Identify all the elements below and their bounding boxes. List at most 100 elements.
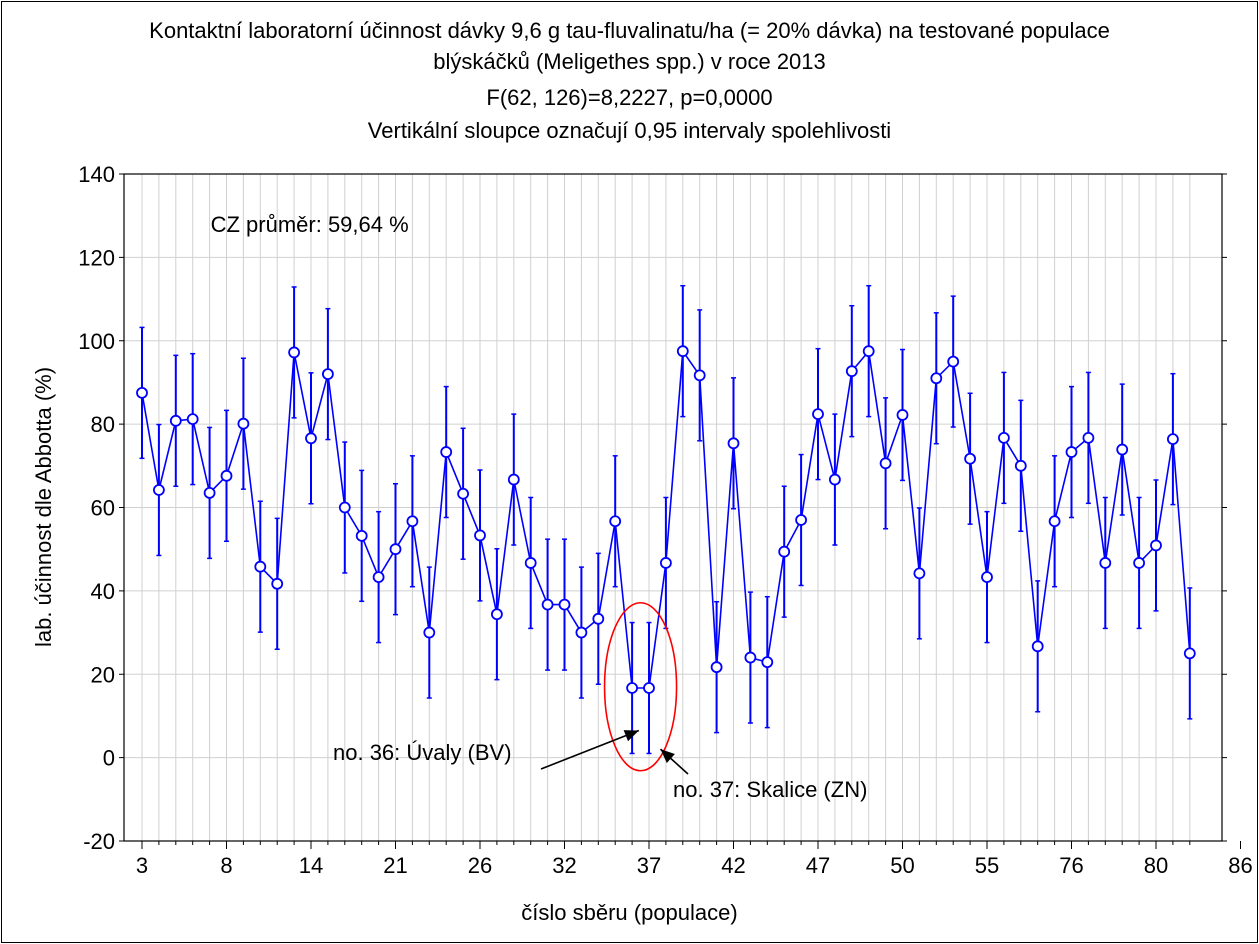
highlight-ellipse <box>603 601 678 772</box>
data-point <box>981 571 993 584</box>
x-tick-label: 21 <box>383 853 407 878</box>
data-point <box>947 355 960 368</box>
plot-area <box>123 173 1223 842</box>
data-point <box>727 437 740 450</box>
chart-subtitle-ci-note: Vertikální sloupce označují 0,95 interva… <box>367 118 892 143</box>
data-point <box>474 529 486 542</box>
x-tick-label: 86 <box>1228 853 1252 878</box>
data-point <box>862 345 875 358</box>
x-tick-label: 26 <box>468 853 492 878</box>
x-tick-label: 3 <box>136 853 148 878</box>
data-point <box>998 431 1010 444</box>
y-tick-label: 120 <box>78 245 115 270</box>
data-point <box>558 598 571 611</box>
data-point <box>288 346 301 359</box>
data-point <box>626 682 638 694</box>
annotation-cz-average: CZ průměr: 59,64 % <box>211 212 409 237</box>
data-point <box>440 446 453 458</box>
data-point <box>1099 557 1112 569</box>
data-point <box>795 514 807 526</box>
y-tick-label: 20 <box>91 662 115 687</box>
data-point <box>1150 539 1162 552</box>
x-axis-label: číslo sběru (populace) <box>521 900 738 925</box>
y-tick-label: -20 <box>83 829 115 854</box>
data-point <box>761 656 774 669</box>
data-point <box>169 414 182 427</box>
data-point <box>660 557 672 569</box>
chart-title-line-1: Kontaktní laboratorní účinnost dávky 9,6… <box>149 18 1110 43</box>
data-point <box>152 484 165 496</box>
data-point <box>592 612 605 625</box>
x-tick-label: 32 <box>552 853 576 878</box>
data-point <box>338 501 351 514</box>
data-point <box>829 473 841 486</box>
data-point <box>507 473 520 486</box>
y-axis-label: lab. účinnost dle Abbotta (%) <box>31 366 56 648</box>
x-tick-label: 8 <box>220 853 232 878</box>
arrow-no-36-line <box>540 729 640 770</box>
data-point <box>457 487 470 500</box>
data-point <box>812 408 824 421</box>
arrow-no-37-head <box>660 749 675 763</box>
data-point <box>643 682 655 694</box>
x-tick-label: 14 <box>299 853 323 878</box>
x-tick-label: 76 <box>1059 853 1083 878</box>
x-tick-label: 55 <box>975 853 999 878</box>
x-tick-label: 37 <box>637 853 661 878</box>
annotations: CZ průměr: 59,64 % no. 36: Úvaly (BV) no. … <box>211 212 868 802</box>
y-tick-label: 60 <box>91 496 115 521</box>
y-tick-label: 80 <box>91 412 115 437</box>
data-point <box>1167 433 1179 446</box>
data-point <box>355 529 368 542</box>
data-point <box>609 515 622 528</box>
x-tick-label: 42 <box>721 853 745 878</box>
data-point <box>406 515 419 528</box>
data-point <box>136 386 148 399</box>
data-point <box>237 417 250 430</box>
data-point <box>389 543 402 556</box>
y-tick-label: 100 <box>78 329 115 354</box>
data-point <box>305 432 317 445</box>
annotation-no-36: no. 36: Úvaly (BV) <box>333 740 512 765</box>
data-point <box>541 598 554 611</box>
data-point <box>1082 431 1095 444</box>
data-point <box>321 368 334 381</box>
y-tick-label: 40 <box>91 579 115 604</box>
x-axis: 3814212632374247505576808696 <box>136 841 1253 878</box>
data-point <box>1065 446 1078 458</box>
data-point <box>710 661 723 674</box>
data-point <box>964 452 976 465</box>
arrow-no-36-head <box>623 730 639 742</box>
data-point <box>575 626 588 639</box>
data-point <box>1133 557 1145 569</box>
data-point <box>1031 640 1044 653</box>
y-tick-label: 0 <box>103 746 115 771</box>
data-point <box>1014 459 1027 472</box>
chart-subtitle-stats: F(62, 126)=8,2227, p=0,0000 <box>486 85 773 110</box>
data-point <box>676 345 689 358</box>
data-point <box>372 571 385 584</box>
data-point <box>490 608 503 621</box>
y-tick-label: 140 <box>78 162 115 187</box>
data-point <box>271 577 284 590</box>
data-point <box>896 409 909 421</box>
data-point <box>423 626 436 639</box>
data-point <box>1183 647 1196 660</box>
data-point <box>693 369 706 382</box>
x-tick-label: 50 <box>890 853 914 878</box>
data-point <box>930 372 943 385</box>
data-point <box>254 560 267 573</box>
data-point <box>524 557 537 569</box>
data-point <box>186 413 199 426</box>
y-axis: -20 0 20 40 60 80 100 120 140 <box>78 162 1227 854</box>
x-tick-label: 47 <box>806 853 830 878</box>
data-point <box>744 651 757 664</box>
x-tick-label: 80 <box>1144 853 1168 878</box>
data-point <box>203 487 216 499</box>
data-point <box>879 457 892 470</box>
data-point <box>778 545 791 558</box>
chart-title-line-2: blýskáčků (Meligethes spp.) v roce 2013 <box>433 49 826 74</box>
data-point <box>845 365 858 378</box>
data-point <box>1116 443 1129 456</box>
